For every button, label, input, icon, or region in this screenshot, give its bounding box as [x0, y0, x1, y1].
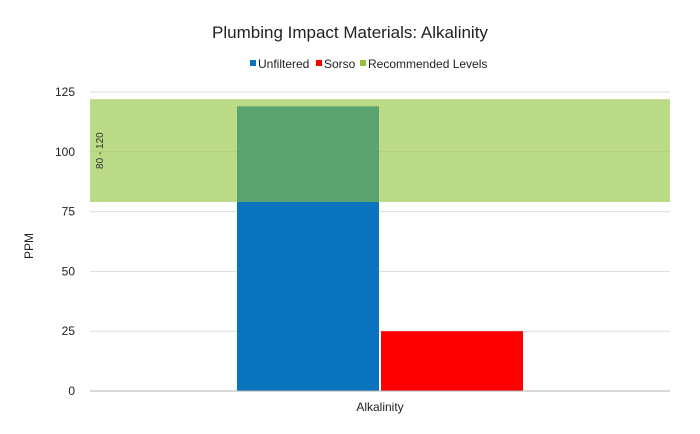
- legend-swatch-recommended: [360, 60, 366, 66]
- y-tick-label: 125: [55, 85, 75, 99]
- legend: Unfiltered Sorso Recommended Levels: [250, 57, 487, 71]
- legend-label-recommended: Recommended Levels: [368, 57, 487, 71]
- y-axis-label: PPM: [22, 233, 36, 259]
- bar-sorso: [381, 331, 523, 391]
- legend-swatch-unfiltered: [250, 60, 256, 66]
- legend-label-unfiltered: Unfiltered: [258, 57, 309, 71]
- y-axis-ticks: 0 25 50 75 100 125: [55, 85, 75, 398]
- y-tick-label: 50: [62, 264, 76, 278]
- x-tick-label: Alkalinity: [356, 400, 403, 414]
- y-tick-label: 25: [62, 324, 76, 338]
- legend-label-sorso: Sorso: [324, 57, 356, 71]
- bars: 80 - 120: [90, 99, 670, 392]
- legend-swatch-sorso: [316, 60, 322, 66]
- y-tick-label: 100: [55, 145, 75, 159]
- y-tick-label: 75: [62, 205, 76, 219]
- recommended-band-label: 80 - 120: [95, 132, 106, 169]
- recommended-band: [90, 99, 670, 203]
- y-tick-label: 0: [68, 384, 75, 398]
- chart-title: Plumbing Impact Materials: Alkalinity: [212, 23, 488, 42]
